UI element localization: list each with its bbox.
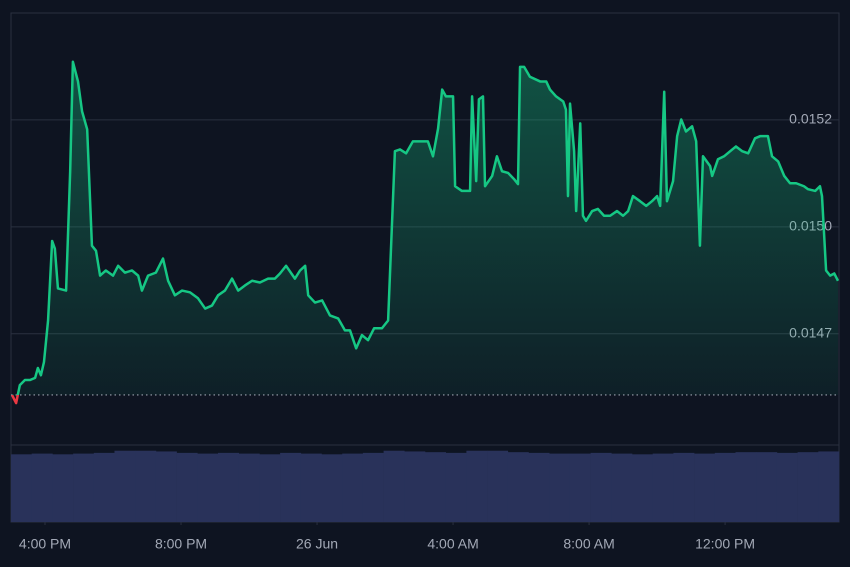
x-tick-label: 4:00 AM bbox=[427, 536, 478, 552]
volume-bar bbox=[135, 450, 157, 522]
volume-bar bbox=[549, 453, 571, 522]
volume-bar bbox=[280, 452, 302, 522]
volume-bar bbox=[714, 452, 736, 522]
volume-bar bbox=[197, 453, 219, 522]
volume-bar bbox=[425, 452, 446, 522]
volume-bar bbox=[362, 452, 384, 522]
volume-bar bbox=[52, 454, 74, 522]
volume-bar bbox=[632, 454, 653, 522]
volume-bar bbox=[155, 451, 177, 522]
volume-bar bbox=[218, 452, 239, 522]
volume-bar bbox=[590, 452, 612, 522]
volume-bar bbox=[383, 450, 405, 522]
volume-bar bbox=[176, 452, 198, 522]
price-area bbox=[17, 61, 838, 395]
x-tick-label: 8:00 PM bbox=[155, 536, 207, 552]
volume-bar bbox=[652, 453, 674, 522]
volume-bar bbox=[321, 454, 343, 522]
x-tick-label: 12:00 PM bbox=[695, 536, 755, 552]
volume-bar bbox=[259, 454, 281, 522]
x-tick-label: 26 Jun bbox=[296, 536, 338, 552]
x-tick-label: 8:00 AM bbox=[563, 536, 614, 552]
volume-bar bbox=[694, 453, 716, 522]
volume-bar bbox=[300, 453, 322, 522]
volume-bar bbox=[528, 452, 550, 522]
volume-bar bbox=[93, 452, 115, 522]
price-line bbox=[12, 60, 839, 395]
volume-bar bbox=[487, 450, 509, 522]
volume-bar bbox=[507, 452, 529, 522]
y-tick-label: 0.0152 bbox=[789, 111, 832, 127]
volume-bar bbox=[818, 451, 840, 522]
volume-bar bbox=[569, 453, 591, 522]
volume-bar bbox=[238, 453, 260, 522]
volume-bar bbox=[73, 453, 95, 522]
volume-bar bbox=[31, 453, 53, 522]
volume-bar bbox=[776, 452, 798, 522]
volume-bar bbox=[404, 451, 426, 522]
volume-bar bbox=[342, 453, 364, 522]
volume-bar bbox=[445, 452, 467, 522]
volume-bar bbox=[673, 452, 695, 522]
volume-bar bbox=[114, 450, 136, 522]
volume-bar bbox=[11, 454, 32, 522]
x-tick-label: 4:00 PM bbox=[19, 536, 71, 552]
volume-bar bbox=[797, 452, 819, 522]
volume-bar bbox=[466, 450, 488, 522]
volume-bar bbox=[735, 452, 757, 522]
volume-bar bbox=[756, 452, 778, 522]
volume-bar bbox=[611, 453, 633, 522]
